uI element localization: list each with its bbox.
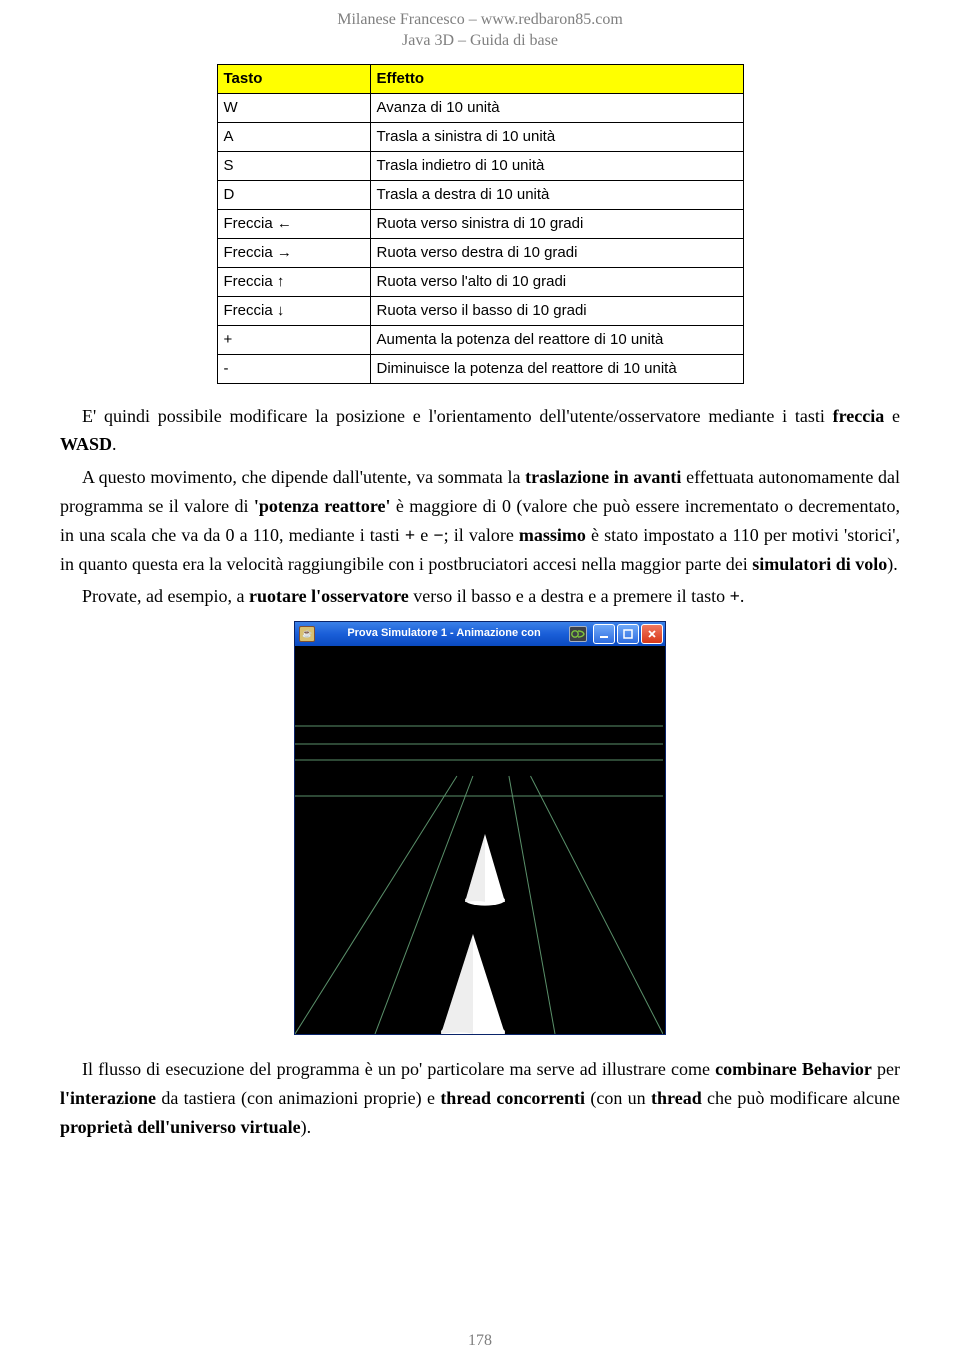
simulator-canvas — [295, 646, 663, 1034]
table-row: ATrasla a sinistra di 10 unità — [217, 122, 743, 151]
table-cell-key: D — [217, 180, 370, 209]
table-header-key: Tasto — [217, 64, 370, 93]
table-row: Freccia ←Ruota verso sinistra di 10 grad… — [217, 209, 743, 238]
table-header-effect: Effetto — [370, 64, 743, 93]
paragraph-4: Il flusso di esecuzione del programma è … — [60, 1055, 900, 1141]
paragraph-2: A questo movimento, che dipende dall'ute… — [60, 463, 900, 578]
body-text-lower: Il flusso di esecuzione del programma è … — [60, 1055, 900, 1141]
window-titlebar: ☕ Prova Simulatore 1 - Animazione con — [295, 622, 665, 646]
simulator-screenshot: ☕ Prova Simulatore 1 - Animazione con — [60, 621, 900, 1035]
table-row: Freccia ↑Ruota verso l'alto di 10 gradi — [217, 267, 743, 296]
table-row: Freccia ↓Ruota verso il basso di 10 grad… — [217, 296, 743, 325]
table-row: Freccia →Ruota verso destra di 10 gradi — [217, 238, 743, 267]
table-cell-key: - — [217, 354, 370, 383]
page-number: 178 — [0, 1328, 960, 1354]
close-button[interactable] — [641, 624, 663, 644]
table-cell-effect: Ruota verso destra di 10 gradi — [370, 238, 743, 267]
table-cell-key: Freccia ← — [217, 209, 370, 238]
maximize-button[interactable] — [617, 624, 639, 644]
table-cell-effect: Ruota verso sinistra di 10 gradi — [370, 209, 743, 238]
table-cell-effect: Trasla indietro di 10 unità — [370, 151, 743, 180]
java-app-icon: ☕ — [299, 626, 315, 642]
table-cell-key: Freccia → — [217, 238, 370, 267]
table-cell-effect: Trasla a destra di 10 unità — [370, 180, 743, 209]
table-cell-key: A — [217, 122, 370, 151]
window-title: Prova Simulatore 1 - Animazione con — [319, 625, 569, 643]
table-cell-key: + — [217, 325, 370, 354]
table-cell-effect: Ruota verso l'alto di 10 gradi — [370, 267, 743, 296]
table-cell-effect: Avanza di 10 unità — [370, 93, 743, 122]
table-row: +Aumenta la potenza del reattore di 10 u… — [217, 325, 743, 354]
table-cell-key: S — [217, 151, 370, 180]
simulator-window: ☕ Prova Simulatore 1 - Animazione con — [294, 621, 666, 1035]
page-header: Milanese Francesco – www.redbaron85.com … — [60, 10, 900, 52]
header-line-1: Milanese Francesco – www.redbaron85.com — [60, 10, 900, 31]
table-cell-effect: Aumenta la potenza del reattore di 10 un… — [370, 325, 743, 354]
header-line-2: Java 3D – Guida di base — [60, 31, 900, 52]
table-row: STrasla indietro di 10 unità — [217, 151, 743, 180]
table-cell-key: W — [217, 93, 370, 122]
paragraph-3: Provate, ad esempio, a ruotare l'osserva… — [60, 582, 900, 611]
table-cell-key: Freccia ↑ — [217, 267, 370, 296]
paragraph-1: E' quindi possibile modificare la posizi… — [60, 402, 900, 460]
minimize-button[interactable] — [593, 624, 615, 644]
table-cell-effect: Trasla a sinistra di 10 unità — [370, 122, 743, 151]
gpu-tray-icon — [569, 626, 587, 642]
table-row: -Diminuisce la potenza del reattore di 1… — [217, 354, 743, 383]
table-row: WAvanza di 10 unità — [217, 93, 743, 122]
table-row: DTrasla a destra di 10 unità — [217, 180, 743, 209]
table-cell-effect: Diminuisce la potenza del reattore di 10… — [370, 354, 743, 383]
table-cell-effect: Ruota verso il basso di 10 gradi — [370, 296, 743, 325]
table-cell-key: Freccia ↓ — [217, 296, 370, 325]
keyboard-controls-table: Tasto Effetto WAvanza di 10 unitàATrasla… — [217, 64, 744, 384]
body-text: E' quindi possibile modificare la posizi… — [60, 402, 900, 612]
